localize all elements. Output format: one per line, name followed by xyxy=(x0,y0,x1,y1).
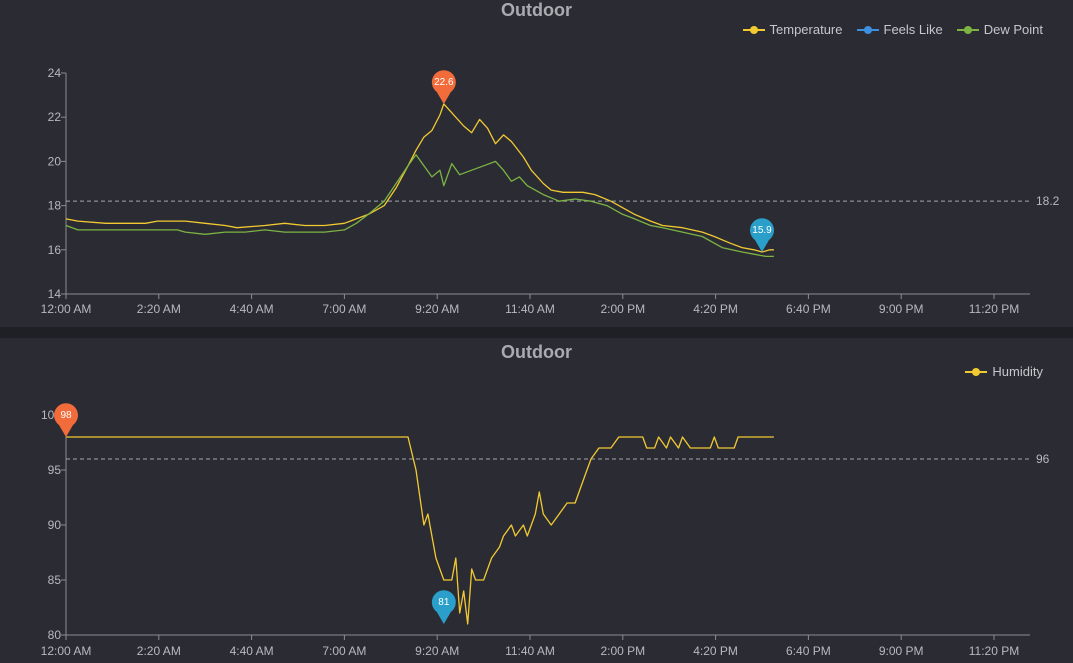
humidity-panel: Outdoor Humidity 80 85 90 95 100 12:00 AM 2:20… xyxy=(0,338,1073,663)
pin-shape xyxy=(750,218,775,253)
x-tick-label: 12:00 AM xyxy=(41,644,92,658)
x-tick-label: 11:40 AM xyxy=(505,644,555,658)
legend-item-feels-like[interactable]: Feels Like xyxy=(856,22,943,37)
legend-item-humidity[interactable]: Humidity xyxy=(965,364,1043,379)
pin-label: 22.6 xyxy=(434,77,454,88)
temperature-panel: Outdoor Temperature Feels Like Dew Point… xyxy=(0,0,1073,327)
pin-label: 98 xyxy=(60,410,72,421)
series-line-temperature xyxy=(65,103,774,253)
x-tick-label: 12:00 AM xyxy=(41,302,92,316)
legend-label: Feels Like xyxy=(883,22,943,37)
x-tick-label: 11:20 PM xyxy=(969,302,1019,316)
min-marker: 81 xyxy=(431,590,456,624)
pin-label: 81 xyxy=(438,597,450,608)
temperature-chart: 14 16 18 20 22 24 12:00 AM 2:20 AM 4:40 AM 7:00 A… xyxy=(41,66,1060,316)
y-tick-label: 95 xyxy=(48,463,62,477)
legend-item-dew-point[interactable]: Dew Point xyxy=(956,22,1043,37)
x-tick-label: 9:00 PM xyxy=(879,302,924,316)
x-tick-label: 4:20 PM xyxy=(693,644,738,658)
x-tick-label: 6:40 PM xyxy=(786,644,831,658)
legend-label: Humidity xyxy=(992,364,1043,379)
legend-marker xyxy=(956,25,979,35)
pin-shape xyxy=(431,70,456,104)
pin-label: 15.9 xyxy=(752,225,772,236)
pin-shape xyxy=(431,590,456,624)
series-line-humidity xyxy=(66,436,774,625)
legend: Humidity xyxy=(965,364,1043,379)
y-tick-label: 16 xyxy=(48,243,62,257)
legend: Temperature Feels Like Dew Point xyxy=(742,22,1043,37)
y-tick-label: 24 xyxy=(48,66,62,80)
x-tick-label: 11:40 AM xyxy=(505,302,555,316)
max-marker: 22.6 xyxy=(431,70,456,104)
x-tick-label: 2:20 AM xyxy=(137,302,181,316)
x-tick-label: 2:00 PM xyxy=(600,302,645,316)
chart-title: Outdoor xyxy=(501,342,572,362)
y-tick-label: 18 xyxy=(48,199,62,213)
y-tick-label: 85 xyxy=(48,573,62,587)
x-tick-label: 9:20 AM xyxy=(415,644,459,658)
reference-line-label: 18.2 xyxy=(1036,194,1060,208)
legend-label: Temperature xyxy=(769,22,843,37)
legend-label: Dew Point xyxy=(983,22,1043,37)
x-tick-label: 7:00 AM xyxy=(322,644,366,658)
x-tick-label: 4:40 AM xyxy=(230,644,274,658)
y-tick-label: 22 xyxy=(48,110,62,124)
y-tick-label: 14 xyxy=(48,287,62,301)
chart-title: Outdoor xyxy=(501,0,572,20)
x-tick-label: 2:20 AM xyxy=(137,644,181,658)
reference-line-label: 96 xyxy=(1036,452,1050,466)
legend-item-temperature[interactable]: Temperature xyxy=(742,22,843,37)
x-tick-label: 4:20 PM xyxy=(693,302,738,316)
x-tick-label: 7:00 AM xyxy=(322,302,366,316)
pin-shape xyxy=(53,403,78,437)
x-tick-label: 9:20 AM xyxy=(415,302,459,316)
legend-marker xyxy=(856,25,879,35)
x-tick-label: 6:40 PM xyxy=(786,302,831,316)
y-tick-label: 80 xyxy=(48,628,62,642)
x-tick-label: 11:20 PM xyxy=(969,644,1019,658)
min-marker: 15.9 xyxy=(750,218,775,253)
y-tick-label: 90 xyxy=(48,518,62,532)
x-tick-label: 9:00 PM xyxy=(879,644,924,658)
max-marker: 98 xyxy=(53,403,78,437)
legend-marker xyxy=(742,25,765,35)
series-line-dew-point xyxy=(65,154,774,258)
panel-divider xyxy=(0,327,1073,338)
x-tick-label: 2:00 PM xyxy=(600,644,645,658)
legend-marker xyxy=(965,367,988,377)
x-tick-label: 4:40 AM xyxy=(230,302,274,316)
y-tick-label: 20 xyxy=(48,154,62,168)
